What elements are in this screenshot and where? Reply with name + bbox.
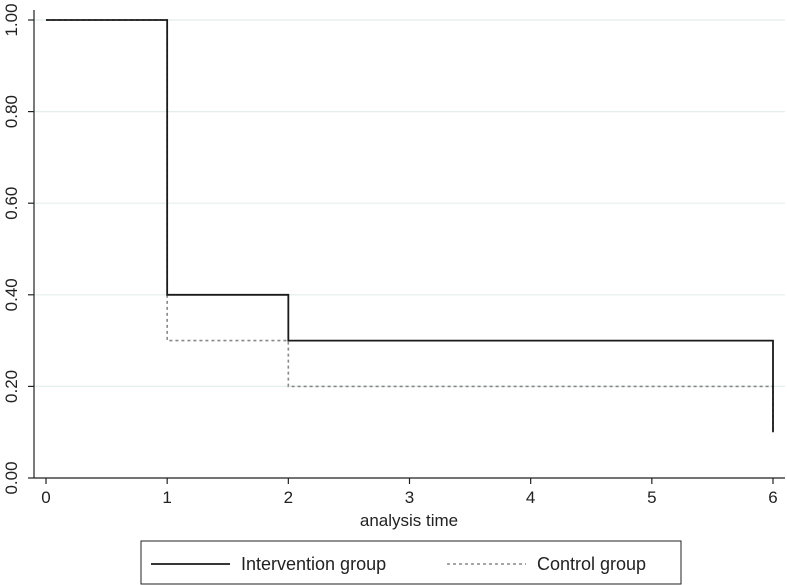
legend-box xyxy=(140,540,682,585)
x-tick-label-5: 5 xyxy=(647,488,656,507)
y-tick-label-1: 0.20 xyxy=(2,370,21,403)
x-tick-label-4: 4 xyxy=(526,488,535,507)
y-tick-label-4: 0.80 xyxy=(2,95,21,128)
legend-label-intervention: Intervention group xyxy=(241,554,386,574)
series-layer xyxy=(46,19,774,433)
y-tick-label-2: 0.40 xyxy=(2,278,21,311)
y-tick-label-3: 0.60 xyxy=(2,187,21,220)
legend-label-control: Control group xyxy=(537,554,646,574)
x-tick-label-3: 3 xyxy=(405,488,414,507)
x-tick-label-2: 2 xyxy=(284,488,293,507)
series-line-control xyxy=(46,19,774,433)
x-tick-label-0: 0 xyxy=(41,488,50,507)
y-tick-label-5: 1.00 xyxy=(2,3,21,36)
legend: Intervention group Control group xyxy=(140,540,682,585)
x-tick-label-1: 1 xyxy=(162,488,171,507)
series-line-intervention xyxy=(46,19,774,433)
x-tick-label-6: 6 xyxy=(768,488,777,507)
axes-layer: 0.00 0.20 0.40 0.60 0.80 1.00 0 1 2 3 4 5 6 xyxy=(2,3,785,507)
grid-layer xyxy=(34,19,785,479)
y-tick-label-0: 0.00 xyxy=(2,461,21,494)
x-axis-title: analysis time xyxy=(360,511,458,530)
